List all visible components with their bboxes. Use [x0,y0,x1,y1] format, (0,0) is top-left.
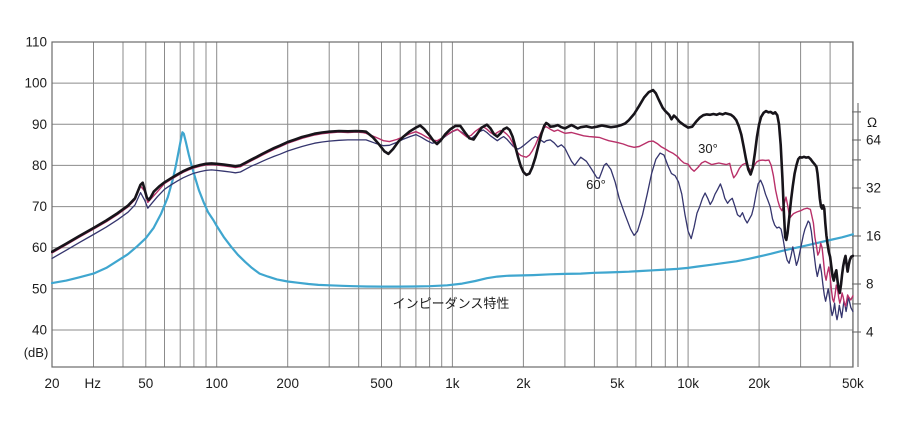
y-right-tick-16: 16 [866,229,881,244]
y-right-axis-unit-ohm: Ω [867,115,877,130]
x-tick-label-100: 100 [205,376,228,391]
annotation-30deg: 30° [698,141,718,156]
y-right-tick-64: 64 [866,133,882,148]
y-left-tick-40: 40 [32,322,47,337]
labels-layer: 20 Hz 50 100 200 500 1k 2k 5k 10k 20k 50k 110 100 90 80… [24,35,882,392]
y-left-tick-70: 70 [32,199,47,214]
x-tick-label-2k: 2k [516,376,531,391]
x-tick-label-10k: 10k [677,376,699,391]
y-right-tick-4: 4 [866,325,874,340]
curve-impedance [51,131,854,288]
x-tick-label-50k: 50k [842,376,864,391]
frame-layer [51,41,854,368]
x-axis-unit-hz: Hz [85,376,102,391]
y-left-axis-unit-db: (dB) [24,345,49,360]
x-tick-label-5k: 5k [610,376,625,391]
x-tick-label-20: 20 [44,376,59,391]
x-tick-label-50: 50 [138,376,153,391]
curve-on_axis [51,88,854,295]
annotation-60deg: 60° [586,177,606,192]
y-left-tick-80: 80 [32,158,47,173]
x-tick-label-20k: 20k [748,376,770,391]
curves-layer [51,88,854,321]
curve-deg60 [51,128,854,321]
y-left-tick-110: 110 [25,35,47,50]
y-left-tick-90: 90 [32,117,47,132]
grid-layer [51,41,854,367]
x-tick-label-200: 200 [276,376,299,391]
plot-frame [51,41,854,368]
x-tick-label-1k: 1k [445,376,460,391]
y-left-tick-50: 50 [32,281,47,296]
y-left-tick-60: 60 [32,240,47,255]
y-right-tick-32: 32 [866,181,881,196]
y-right-tick-8: 8 [866,277,874,292]
y-left-tick-100: 100 [24,76,47,91]
annotation-impedance: インピーダンス特性 [393,296,510,311]
x-tick-label-500: 500 [370,376,393,391]
